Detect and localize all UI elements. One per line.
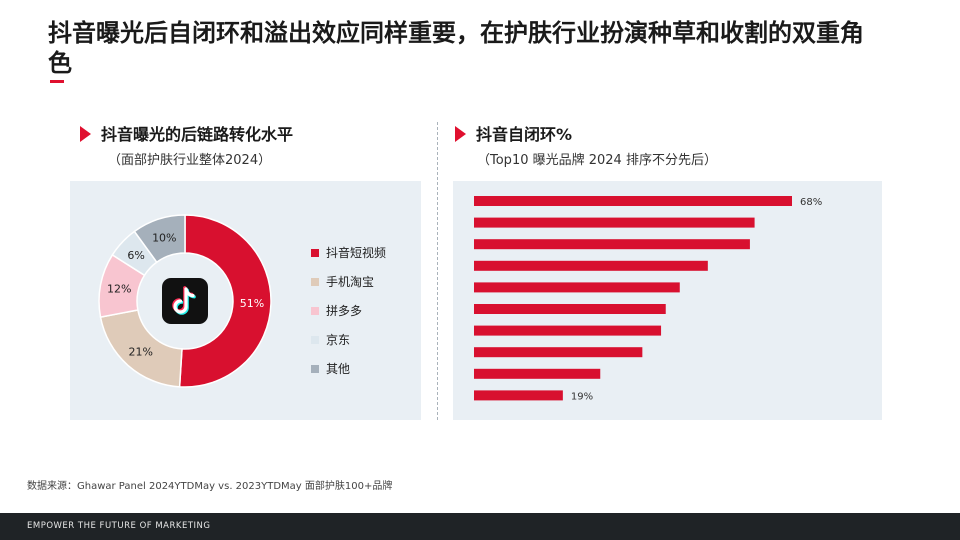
title-underline	[50, 80, 64, 83]
triangle-marker-icon	[80, 125, 91, 142]
legend-label: 京东	[326, 333, 351, 347]
legend-item: 拼多多	[311, 296, 386, 325]
right-section-subheading: （Top10 曝光品牌 2024 排序不分先后）	[477, 153, 717, 168]
legend-swatch	[311, 306, 319, 315]
footer-text: EMPOWER THE FUTURE OF MARKETING	[27, 521, 211, 531]
legend-swatch	[311, 277, 319, 286]
legend-label: 拼多多	[326, 304, 363, 318]
footer-bar: EMPOWER THE FUTURE OF MARKETING	[0, 513, 960, 540]
right-section-heading: 抖音自闭环%	[455, 121, 572, 145]
page-title: 抖音曝光后自闭环和溢出效应同样重要，在护肤行业扮演种草和收割的双重角色	[48, 19, 864, 77]
legend-item: 其他	[311, 354, 386, 383]
left-section-heading: 抖音曝光的后链路转化水平	[80, 121, 293, 145]
tiktok-logo-icon	[162, 278, 208, 324]
donut-legend: 抖音短视频手机淘宝拼多多京东其他	[311, 238, 386, 383]
legend-swatch	[311, 335, 319, 344]
legend-label: 手机淘宝	[326, 275, 375, 289]
legend-item: 手机淘宝	[311, 267, 386, 296]
left-section-subheading: （面部护肤行业整体2024）	[108, 153, 272, 168]
right-heading-text: 抖音自闭环%	[476, 125, 573, 144]
left-heading-text: 抖音曝光的后链路转化水平	[101, 125, 294, 144]
section-divider	[437, 122, 438, 420]
legend-item: 抖音短视频	[311, 238, 386, 267]
source-note: 数据来源：Ghawar Panel 2024YTDMay vs. 2023YTD…	[27, 481, 393, 492]
bar-panel	[453, 181, 882, 420]
legend-swatch	[311, 364, 319, 373]
legend-label: 其他	[326, 362, 351, 376]
legend-swatch	[311, 248, 319, 257]
triangle-marker-icon	[455, 125, 466, 142]
legend-item: 京东	[311, 325, 386, 354]
legend-label: 抖音短视频	[326, 246, 387, 260]
